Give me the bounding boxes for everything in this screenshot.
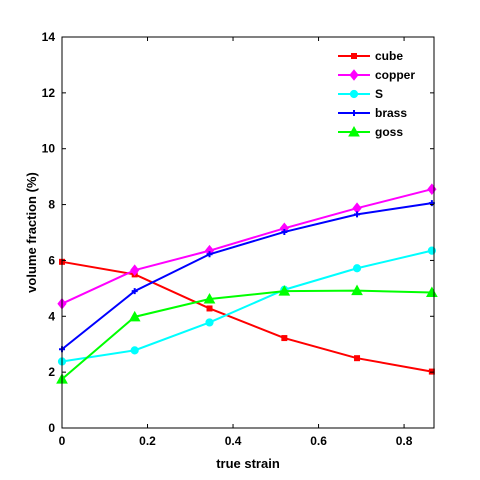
- data-point-s: [130, 346, 139, 355]
- series-line-brass: [61, 202, 433, 351]
- legend-label: S: [375, 87, 383, 101]
- data-point-goss: [203, 292, 216, 304]
- legend-marker: [351, 53, 357, 59]
- series-brass: [59, 200, 435, 353]
- legend-marker: [348, 125, 360, 137]
- x-tick-label: 0.6: [310, 434, 327, 448]
- x-tick-label: 0.4: [225, 434, 242, 448]
- data-point-brass: [281, 228, 288, 235]
- legend-label: goss: [375, 125, 403, 139]
- legend-label: copper: [375, 68, 415, 82]
- y-tick-label: 8: [48, 198, 55, 212]
- data-point-brass: [354, 211, 361, 218]
- legend-item-s: S: [338, 87, 383, 101]
- data-point-cube: [354, 355, 361, 362]
- data-point-brass: [131, 288, 138, 295]
- data-point-goss: [278, 285, 291, 296]
- series-line-goss: [61, 289, 432, 380]
- legend-marker: [349, 89, 359, 99]
- data-point-s: [205, 318, 214, 327]
- y-tick-label: 6: [48, 253, 55, 267]
- x-tick-label: 0.2: [139, 434, 156, 448]
- x-axis-label: true strain: [216, 456, 280, 471]
- series-line-s: [61, 249, 433, 363]
- data-point-copper: [130, 264, 140, 277]
- x-tick-label: 0: [59, 434, 66, 448]
- y-tick-label: 0: [48, 421, 55, 435]
- y-tick-label: 2: [48, 365, 55, 379]
- plot-area: [62, 37, 434, 428]
- legend-item-cube: cube: [338, 49, 403, 63]
- data-point-goss: [128, 310, 141, 322]
- series-line-copper: [61, 188, 433, 305]
- legend-marker: [351, 110, 357, 116]
- y-tick-label: 4: [48, 309, 55, 323]
- y-axis-label: volume fraction (%): [24, 172, 39, 293]
- y-tick-label: 12: [42, 86, 56, 100]
- x-tick-label: 0.8: [396, 434, 413, 448]
- legend-marker: [349, 69, 359, 81]
- legend-item-brass: brass: [338, 106, 407, 120]
- plot-frame: [61, 36, 435, 429]
- y-tick-label: 10: [42, 142, 56, 156]
- data-point-cube: [206, 305, 213, 312]
- legend-item-goss: goss: [338, 125, 403, 139]
- legend-label: cube: [375, 49, 403, 63]
- data-point-goss: [351, 284, 363, 296]
- series-s: [57, 246, 436, 366]
- y-tick-label: 14: [42, 30, 56, 44]
- series-layer: [56, 183, 438, 384]
- data-point-brass: [206, 251, 213, 258]
- legend-label: brass: [375, 106, 407, 120]
- legend-item-copper: copper: [338, 68, 415, 82]
- ticks-layer: 0 0.2 0.4 0.6 0.8 0 2 4 6 8 10 12 14: [42, 30, 434, 448]
- series-line-cube: [61, 260, 433, 373]
- data-point-cube: [281, 335, 288, 342]
- data-point-s: [352, 264, 362, 273]
